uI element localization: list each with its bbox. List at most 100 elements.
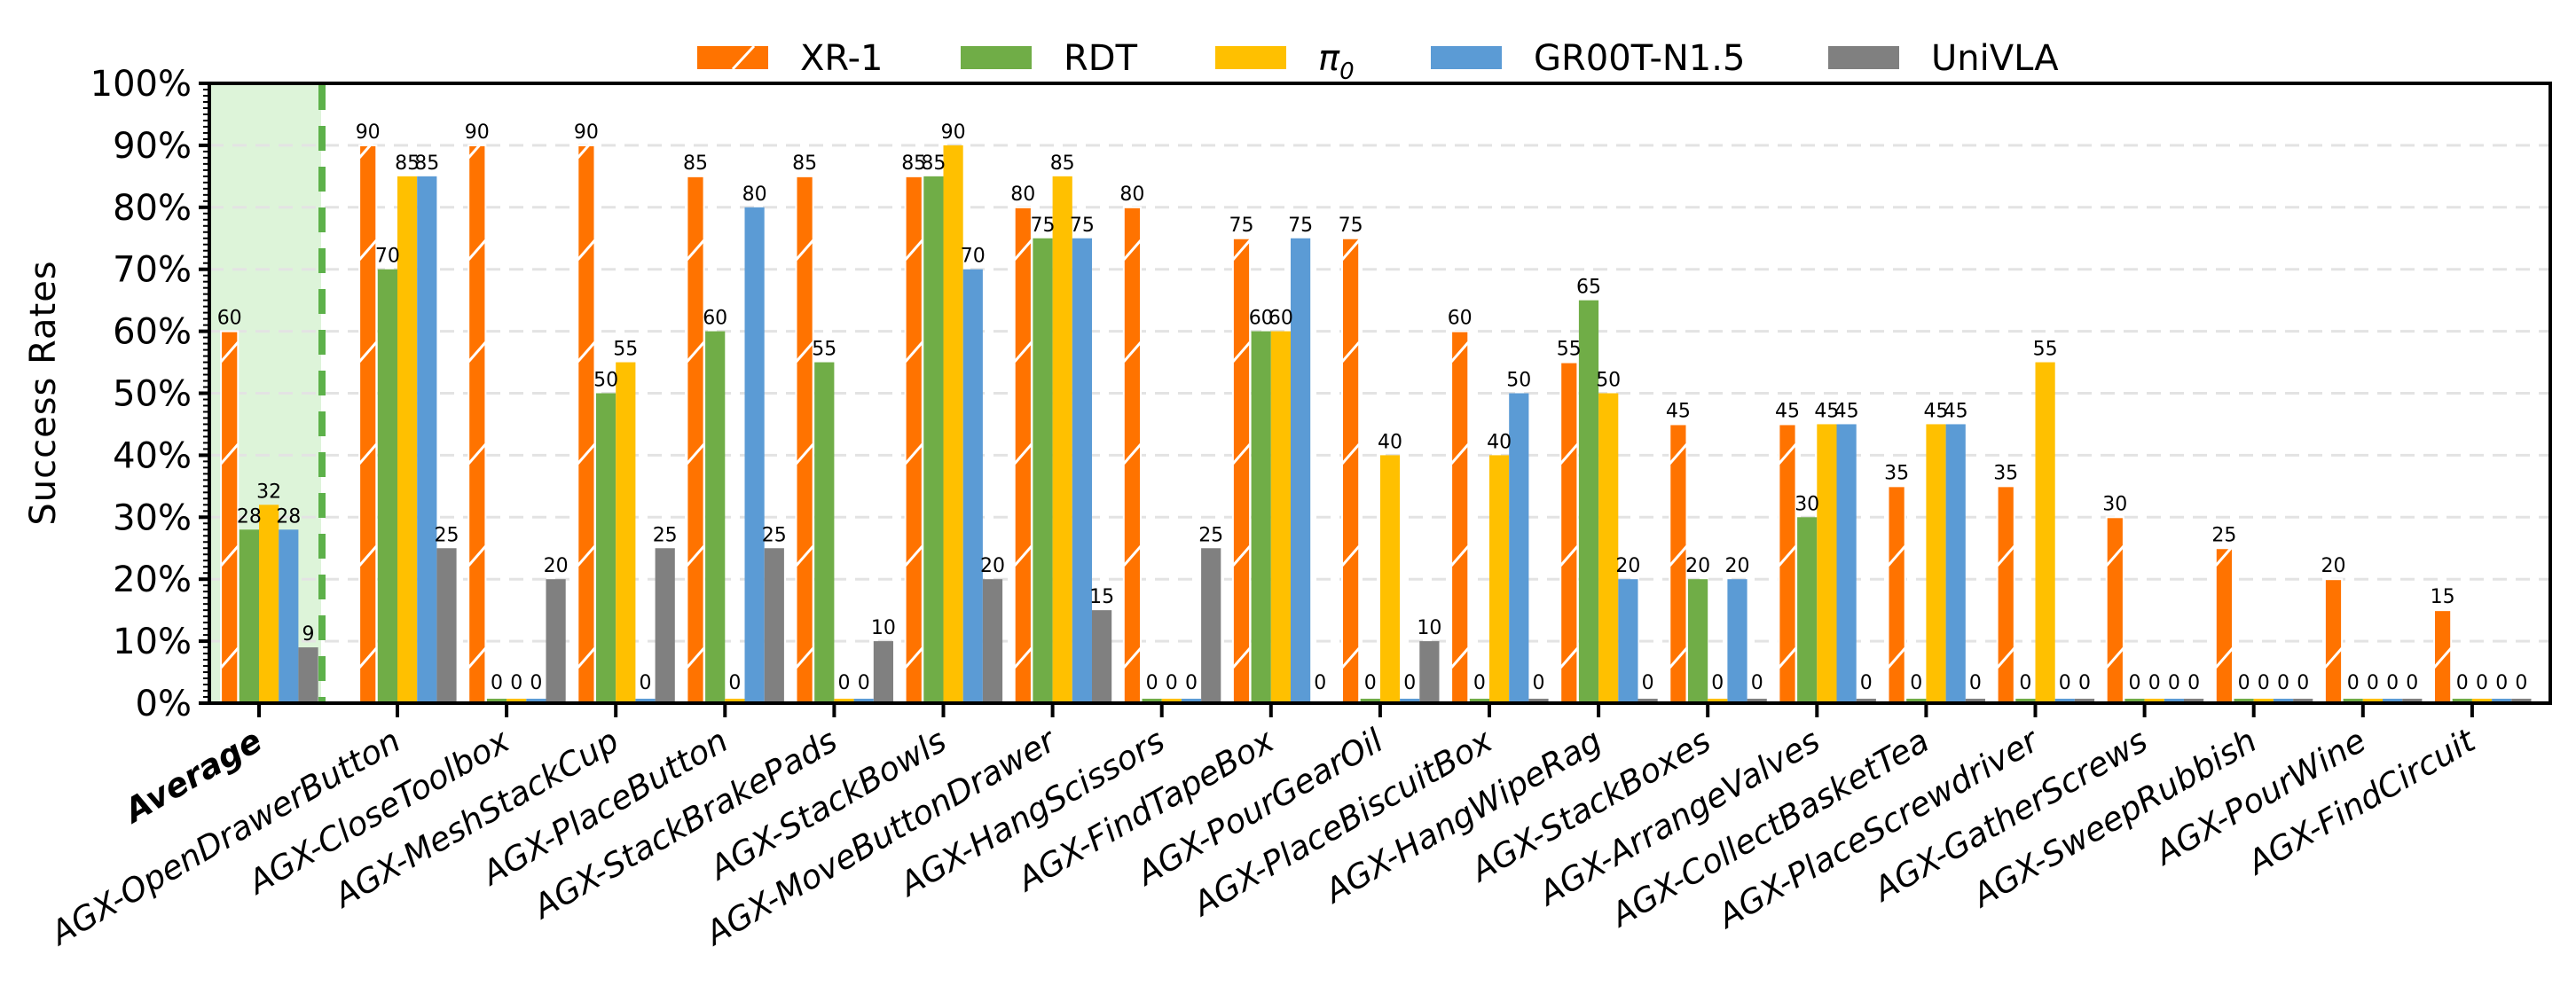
- bar-value-label: 0: [1146, 672, 1158, 694]
- bar-value-label: 0: [1533, 672, 1545, 694]
- bar-value-label: 10: [871, 617, 896, 639]
- bar--0: [1926, 424, 1946, 703]
- bar-value-label: 60: [703, 308, 727, 330]
- bar-hatch: [1996, 647, 2015, 669]
- bar-hatch: [577, 137, 596, 159]
- bar-hatch: [686, 341, 705, 363]
- bar-value-label: 40: [1487, 431, 1512, 453]
- bar-value-label: 0: [1403, 672, 1416, 694]
- bar-edge: [1559, 361, 1579, 703]
- bar-value-label: 80: [1119, 184, 1144, 206]
- bar-value-label: 0: [1711, 672, 1724, 694]
- bar--0: [1817, 424, 1837, 703]
- legend-swatch: [961, 46, 1032, 69]
- bar-value-label: 20: [1685, 555, 1710, 577]
- bar-xr-1: [905, 176, 923, 703]
- bar-value-label: 0: [2187, 672, 2200, 694]
- bar--0: [1052, 176, 1072, 703]
- bar--0: [1598, 393, 1619, 703]
- bar-rdt: [1797, 517, 1818, 703]
- bar-value-label: 0: [1751, 672, 1763, 694]
- bar-value-label: 25: [2211, 524, 2236, 546]
- bar-hatch: [1340, 545, 1361, 567]
- bar-value-label: 0: [2277, 672, 2289, 694]
- bar-xr-1: [1669, 424, 1687, 703]
- bar--0: [1270, 331, 1291, 703]
- bar-hatch: [467, 137, 487, 159]
- bar-gr00t-n1-5: [962, 269, 983, 703]
- bar-value-label: 70: [375, 246, 400, 268]
- bar-value-label: 0: [728, 672, 741, 694]
- bar-hatch: [2105, 545, 2125, 567]
- bar-value-label: 20: [544, 555, 569, 577]
- bar-gr00t-n1-5: [1836, 424, 1857, 703]
- bar-univla: [1419, 641, 1440, 703]
- bar-hatch: [904, 341, 923, 363]
- bar-hatch: [904, 239, 923, 261]
- bar-hatch: [1669, 443, 1688, 465]
- bar-hatch: [219, 545, 240, 567]
- legend-item: GR00T-N1.5: [1431, 38, 1745, 79]
- bar-edge: [1122, 206, 1143, 703]
- bar-zero-stub: [725, 699, 745, 703]
- bar-rdt: [705, 331, 726, 703]
- bar-edge: [2433, 609, 2453, 703]
- bar-hatch: [1231, 443, 1252, 465]
- y-tick-label: 80%: [113, 188, 192, 229]
- bar-value-label: 0: [858, 672, 870, 694]
- bar-value-label: 75: [1229, 215, 1254, 237]
- legend-item: π0: [1215, 38, 1355, 85]
- bar-zero-stub: [526, 699, 546, 703]
- bar-value-label: 70: [961, 246, 986, 268]
- bar-hatch: [904, 545, 923, 567]
- bar-value-label: 55: [613, 339, 638, 361]
- bar-value-label: 25: [653, 524, 678, 546]
- bar-hatch: [467, 647, 487, 669]
- bar-hatch: [1013, 443, 1033, 465]
- bar-value-label: 75: [1288, 215, 1313, 237]
- bar-value-label: 85: [792, 153, 817, 175]
- bar-zero-stub: [1637, 699, 1658, 703]
- bar-gr00t-n1-5: [1945, 424, 1966, 703]
- bar-value-label: 60: [1249, 308, 1274, 330]
- bar-hatch: [577, 341, 596, 363]
- bar-value-label: 35: [1884, 462, 1909, 484]
- bar--0: [1489, 455, 1510, 703]
- bar-hatch: [357, 137, 378, 159]
- bar-xr-1: [1779, 424, 1796, 703]
- bar--0: [1379, 455, 1401, 703]
- bar-zero-stub: [1856, 699, 1876, 703]
- bar-univla: [1092, 610, 1112, 703]
- bar-hatch: [1559, 443, 1579, 465]
- bar-zero-stub: [2234, 699, 2254, 703]
- bar-hatch: [1669, 647, 1688, 669]
- legend-label: XR-1: [800, 38, 883, 79]
- bar-zero-stub: [2273, 699, 2294, 703]
- bar-hatch: [1449, 341, 1470, 363]
- bar-hatch: [1231, 239, 1252, 261]
- bar-value-label: 28: [237, 505, 262, 528]
- bar-value-label: 85: [921, 153, 946, 175]
- bar-rdt: [239, 529, 259, 703]
- bar-value-label: 10: [1417, 617, 1441, 639]
- bar-hatch: [467, 239, 487, 261]
- bar-zero-stub: [507, 699, 527, 703]
- bar-value-label: 55: [1557, 339, 1582, 361]
- bar-value-label: 0: [640, 672, 652, 694]
- y-tick-label: 10%: [113, 622, 192, 662]
- bar-zero-stub: [2074, 699, 2095, 703]
- bar-value-label: 90: [941, 121, 966, 144]
- bar-value-label: 85: [395, 153, 420, 175]
- bar-value-label: 0: [2078, 672, 2091, 694]
- bar-gr00t-n1-5: [1291, 238, 1311, 703]
- bar-value-label: 75: [1070, 215, 1095, 237]
- bar-value-label: 80: [742, 184, 767, 206]
- bar-value-label: 50: [1596, 370, 1621, 392]
- bar-hatch: [577, 239, 596, 261]
- bar-value-label: 30: [2102, 493, 2127, 515]
- legend-swatch: [1828, 46, 1899, 69]
- bar-hatch: [1887, 647, 1906, 669]
- bar-hatch: [1449, 443, 1470, 465]
- bar-gr00t-n1-5: [1509, 393, 1529, 703]
- legend-swatch: [1215, 46, 1286, 69]
